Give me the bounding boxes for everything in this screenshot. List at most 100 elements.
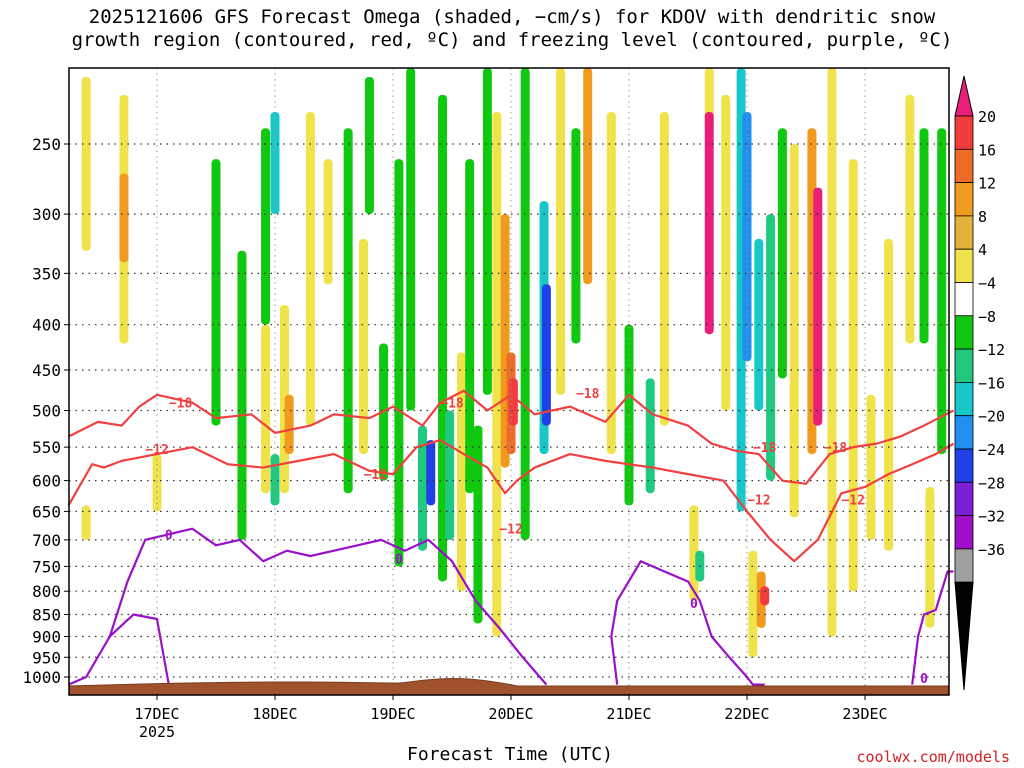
omega-cell [742,111,752,362]
omega-cell [456,352,466,592]
x-tick-label: 19DEC [370,705,415,723]
y-tick-label: 400 [32,316,61,335]
omega-cell [748,550,758,658]
contour-label-minus18: −18 [824,441,848,456]
omega-cell [343,128,353,494]
colorbar-segment [954,381,974,417]
omega-cell [520,68,530,540]
colorbar-segment [954,448,974,483]
colorbar-top-arrow [954,75,974,117]
omega-cell [760,586,770,606]
omega-cell [418,425,427,551]
y-tick-label: 500 [32,402,61,421]
ground-terrain [68,678,950,696]
omega-cell [937,128,947,455]
omega-cell [465,159,475,494]
contour-label-zero: 0 [920,672,928,687]
omega-cell [323,159,333,285]
omega-cell [925,486,935,628]
x-tick-label: 20DEC [488,705,533,723]
x-tick-label: 17DEC [134,705,179,723]
omega-cell [426,440,436,506]
omega-cell [777,128,787,379]
omega-cell [721,94,731,411]
colorbar-label: 16 [978,141,996,159]
y-tick-label: 1000 [22,668,61,687]
credit-text: coolwx.com/models [856,748,1010,766]
omega-cell [541,284,551,426]
colorbar-segment [954,348,974,383]
omega-cell [119,173,129,263]
y-tick-label: 600 [32,472,61,491]
colorbar-segment [954,115,974,150]
colorbar-label: −24 [978,441,1005,459]
omega-cell [394,159,404,567]
colorbar-label: 4 [978,241,987,259]
contour-label-minus18: −18 [753,441,777,456]
omega-cell [766,214,776,481]
y-tick-label: 550 [32,438,61,457]
omega-cell [270,454,280,506]
omega-cell [659,111,669,426]
omega-cell [482,68,492,395]
contour-label-minus12: −12 [747,493,770,508]
omega-cell [364,76,374,215]
y-tick-label: 800 [32,582,61,601]
omega-cell [571,128,581,344]
colorbar-segment [954,248,974,283]
y-tick-label: 250 [32,135,61,154]
omega-cell [473,425,483,624]
omega-cell [261,128,271,325]
y-tick-label: 650 [32,502,61,521]
contour-label-minus12: −12 [841,493,864,508]
colorbar-label: −8 [978,308,996,326]
omega-cell [261,324,271,494]
omega-cell [81,76,91,251]
contour-label-zero: 0 [395,553,403,568]
omega-cell [556,68,566,395]
colorbar-label: −4 [978,275,996,293]
omega-cell [789,144,799,518]
contour-label-zero: 0 [165,528,173,543]
colorbar-segment [954,182,974,217]
omega-cell [492,111,502,637]
colorbar-label: −16 [978,374,1005,392]
colorbar-segment [954,282,974,317]
y-tick-label: 300 [32,205,61,224]
colorbar-label: 8 [978,208,987,226]
x-year-label: 2025 [139,723,175,741]
omega-cell [905,94,915,344]
y-tick-label: 950 [32,648,61,667]
y-tick-label: 750 [32,557,61,576]
colorbar-label: 20 [978,108,996,126]
colorbar-bottom-arrow [954,581,974,691]
colorbar-segment [954,315,974,350]
omega-cell [305,111,315,426]
omega-cell [884,238,894,551]
omega-cell [704,111,714,335]
contour-minus12 [67,438,955,563]
x-tick-label: 23DEC [842,705,887,723]
omega-cell [438,94,448,582]
colorbar-segment [954,148,974,184]
plot-frame [68,67,950,696]
omega-cell [919,128,929,344]
colorbar-label: −32 [978,508,1005,526]
contour-freezing-level [610,560,765,686]
colorbar-segment [954,415,974,450]
contour-label-minus18: −18 [169,397,193,412]
colorbar-segment [954,515,974,550]
colorbar-label: −12 [978,341,1005,359]
omega-cell [827,68,837,637]
omega-cell [152,454,162,512]
colorbar-label: −20 [978,408,1005,426]
contour-label-zero: 0 [690,597,698,612]
omega-cell [211,159,221,426]
contour-label-minus18: −18 [440,397,464,412]
x-tick-label: 22DEC [724,705,769,723]
colorbar-label: −28 [978,474,1005,492]
y-tick-label: 350 [32,264,61,283]
omega-cell [406,68,416,411]
y-tick-label: 850 [32,606,61,625]
